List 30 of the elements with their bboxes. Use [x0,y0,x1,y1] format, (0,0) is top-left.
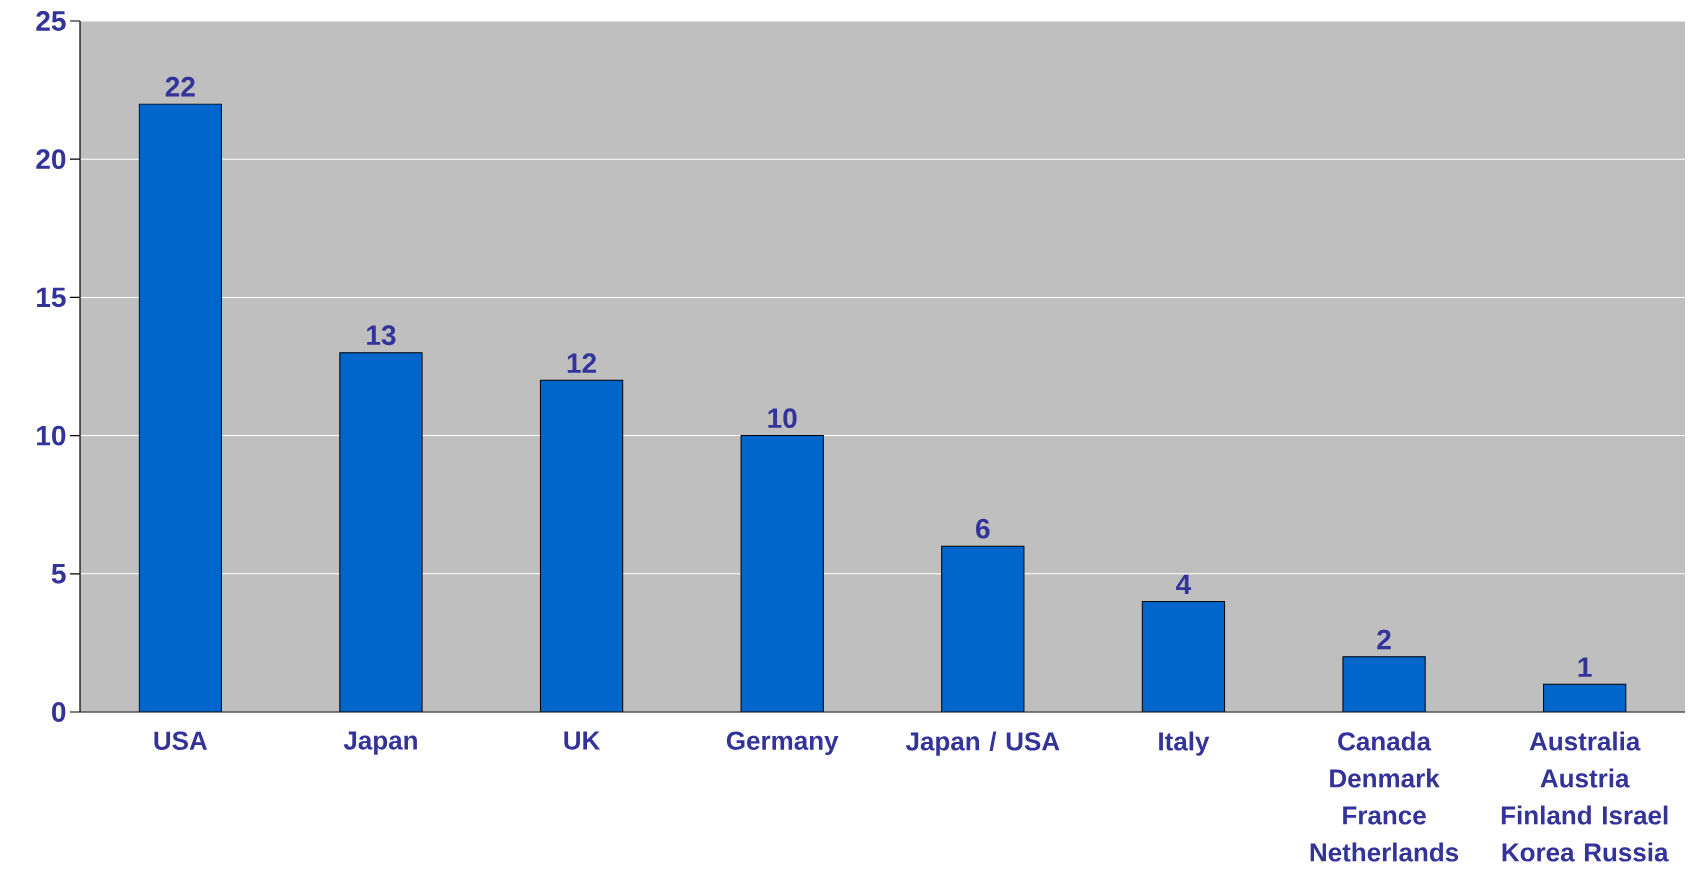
data-label: 2 [1377,629,1391,650]
bar [741,435,824,712]
y-tick-label: 25 [36,11,66,31]
bar [1543,683,1627,712]
data-label: 10 [768,408,797,429]
y-tick-label: 0 [52,702,66,722]
x-tick-label: UK [564,731,601,750]
y-tick-label: 10 [37,425,66,446]
data-label: 1 [1578,657,1592,677]
bar [1342,656,1426,712]
x-tick-label: Japan [343,731,417,755]
data-label: 13 [367,325,396,346]
y-tick-label: 5 [51,564,66,584]
bar [941,546,1024,712]
bar [139,103,222,712]
bar [540,380,623,712]
bar [339,352,423,712]
data-label: 6 [976,518,990,539]
data-label: 12 [567,353,597,373]
x-tick-label: Japan / USA [905,731,1060,756]
x-tick-label: Germany [726,731,839,756]
y-tick-label: 15 [37,287,66,308]
bar [1142,601,1225,712]
y-tick-label: 20 [36,149,66,170]
data-label: 4 [1176,574,1192,594]
x-tick-label: USA [154,731,208,750]
x-tick-label: Italy [1159,731,1210,756]
data-label: 22 [165,76,195,97]
x-tick-label: Canada Denmark France Netherlands [1310,731,1459,862]
x-tick-label: Australia Austria Finland Israel Korea Russia [1501,731,1669,862]
